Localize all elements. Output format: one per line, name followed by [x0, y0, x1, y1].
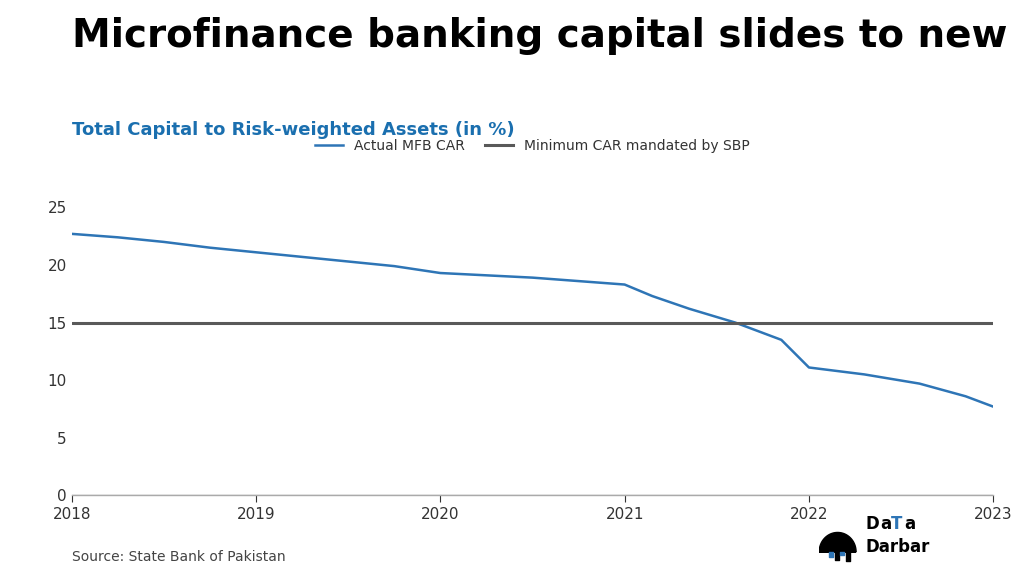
Text: a: a: [880, 516, 891, 533]
Legend: Actual MFB CAR, Minimum CAR mandated by SBP: Actual MFB CAR, Minimum CAR mandated by …: [309, 134, 756, 159]
Polygon shape: [819, 532, 856, 552]
Text: Microfinance banking capital slides to new lows: Microfinance banking capital slides to n…: [72, 17, 1024, 55]
Text: Total Capital to Risk-weighted Assets (in %): Total Capital to Risk-weighted Assets (i…: [72, 121, 514, 139]
Text: a: a: [904, 516, 915, 533]
Text: Darbar: Darbar: [865, 538, 930, 556]
Text: Source: State Bank of Pakistan: Source: State Bank of Pakistan: [72, 551, 286, 564]
Text: D: D: [865, 516, 879, 533]
Text: T: T: [891, 516, 902, 533]
